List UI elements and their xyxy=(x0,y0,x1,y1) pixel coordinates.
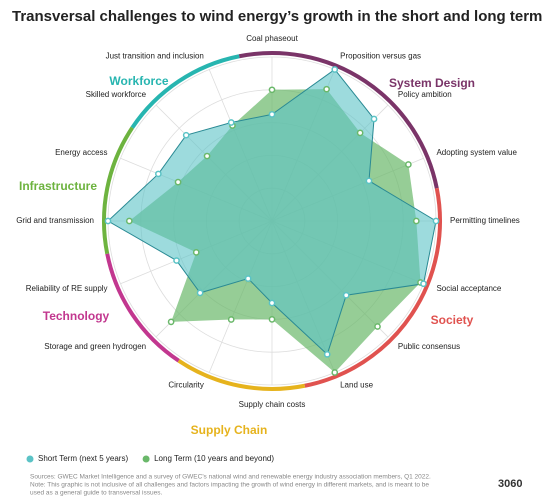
category-label: Proposition versus gas xyxy=(340,52,421,61)
chart-title: Transversal challenges to wind energy’s … xyxy=(12,8,542,25)
category-label: Energy access xyxy=(55,148,107,157)
data-point xyxy=(268,86,276,94)
group-label: Technology xyxy=(43,309,110,323)
group-label: Workforce xyxy=(109,74,168,88)
watermark: 3060 xyxy=(498,478,522,490)
data-point xyxy=(182,131,190,139)
group-label: Society xyxy=(431,313,474,327)
data-point xyxy=(370,115,378,123)
group-arc xyxy=(102,126,134,255)
category-label: Social acceptance xyxy=(436,284,501,293)
data-point xyxy=(227,119,235,126)
data-point xyxy=(420,280,427,288)
category-label: Storage and green hydrogen xyxy=(44,342,146,351)
data-point xyxy=(365,177,373,185)
data-point xyxy=(227,316,235,323)
data-point xyxy=(342,291,350,299)
category-label: Reliability of RE supply xyxy=(26,284,108,293)
group-arc xyxy=(304,187,442,388)
category-label: Skilled workforce xyxy=(86,90,147,99)
data-point xyxy=(432,217,440,225)
data-point xyxy=(104,217,112,225)
legend-label: Short Term (next 5 years) xyxy=(38,454,128,463)
category-label: Policy ambition xyxy=(398,90,452,99)
data-point xyxy=(331,369,339,376)
category-label: Public consensus xyxy=(398,342,460,351)
group-arc xyxy=(130,54,240,129)
group-arc xyxy=(105,253,180,363)
data-point xyxy=(374,323,381,330)
footnote: Note: This graphic is not inclusive of a… xyxy=(30,482,429,489)
category-label: Circularity xyxy=(168,381,204,390)
data-point xyxy=(167,318,175,326)
group-arc xyxy=(238,51,439,189)
data-point xyxy=(192,249,200,256)
data-point xyxy=(173,257,180,264)
data-point xyxy=(268,111,276,118)
group-label: Supply Chain xyxy=(191,423,268,437)
data-point xyxy=(356,129,364,137)
category-label: Just transition and inclusion xyxy=(106,52,204,61)
data-point xyxy=(196,289,204,297)
data-point xyxy=(268,299,276,307)
category-label: Land use xyxy=(340,381,373,390)
data-point xyxy=(412,217,420,225)
data-point xyxy=(323,85,330,93)
group-arc xyxy=(177,359,306,391)
data-point xyxy=(125,217,133,225)
legend-label: Long Term (10 years and beyond) xyxy=(154,454,274,463)
data-point xyxy=(268,316,276,323)
category-label: Permitting timelines xyxy=(450,216,520,225)
category-label: Grid and transmission xyxy=(16,216,94,225)
category-label: Supply chain costs xyxy=(239,400,306,409)
legend-swatch xyxy=(26,455,34,463)
category-label: Adopting system value xyxy=(436,148,517,157)
data-point xyxy=(203,152,211,160)
group-label: System Design xyxy=(389,76,475,90)
group-label: Infrastructure xyxy=(19,179,97,193)
data-point xyxy=(174,178,182,186)
data-point xyxy=(244,275,252,282)
category-label: Coal phaseout xyxy=(246,34,298,43)
data-point xyxy=(405,161,412,168)
data-point xyxy=(331,66,339,73)
footnote: used as a general guide to transversal i… xyxy=(30,490,162,497)
data-point xyxy=(155,170,162,178)
data-point xyxy=(323,350,331,358)
legend-swatch xyxy=(142,455,150,463)
footnote: Sources: GWEC Market Intelligence and a … xyxy=(30,474,431,481)
